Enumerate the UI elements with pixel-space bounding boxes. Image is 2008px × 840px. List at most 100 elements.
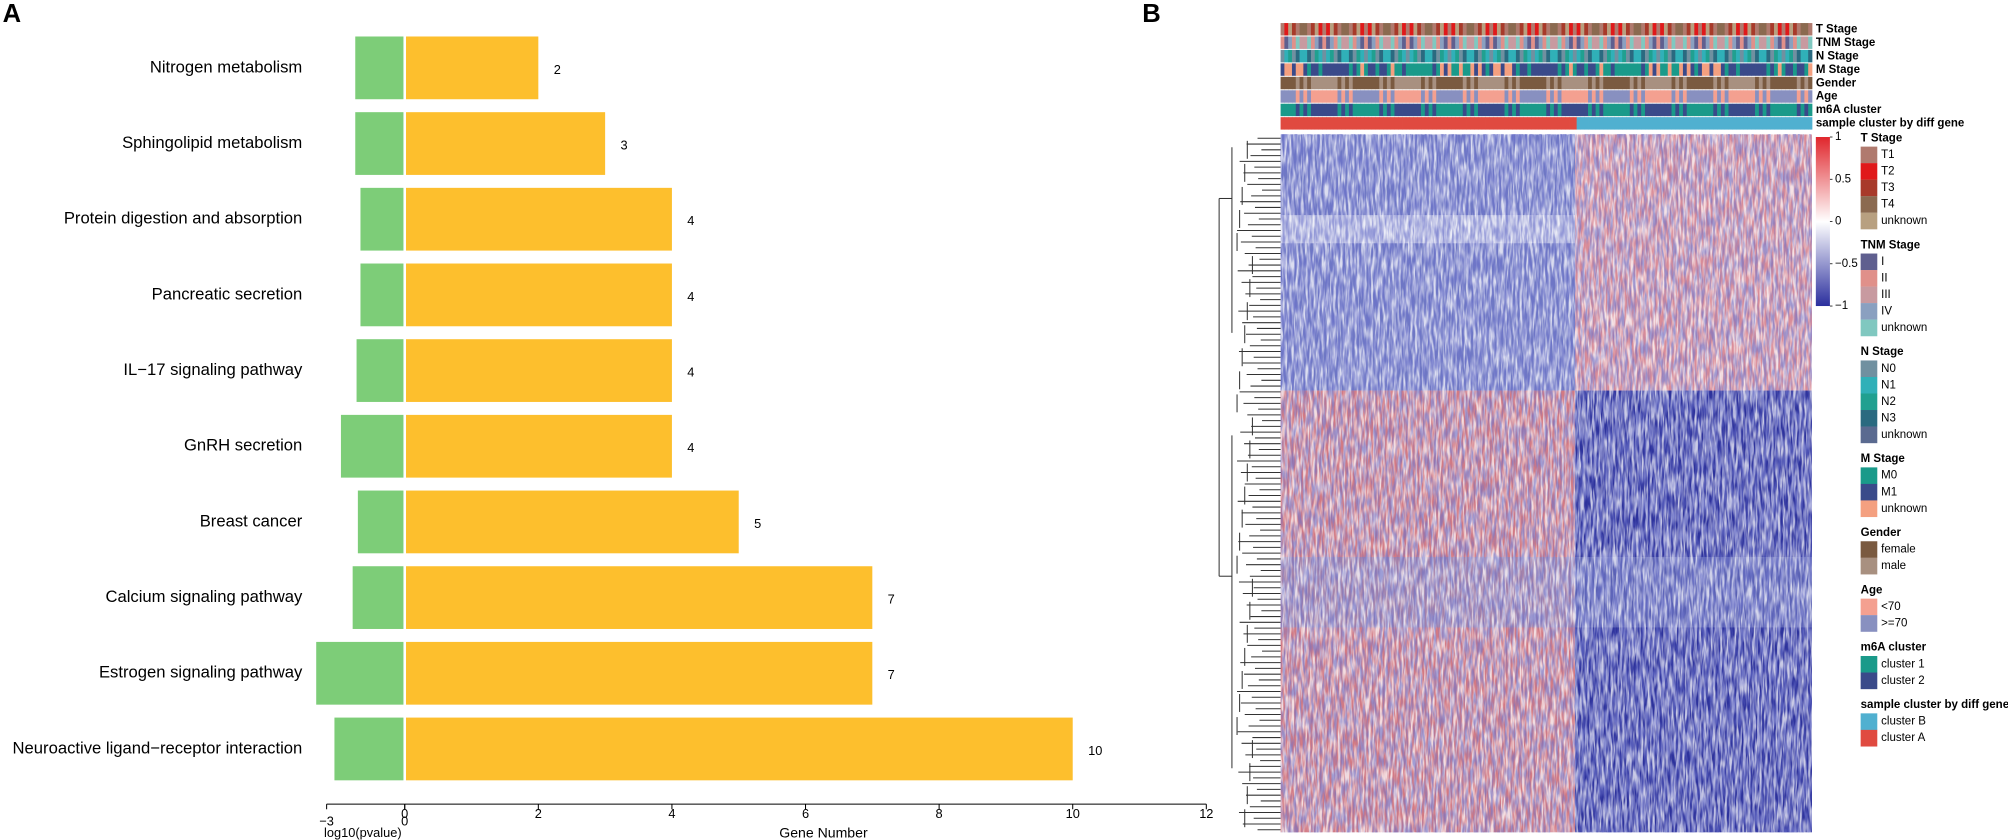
annotation-cell [1333,23,1338,36]
annotation-cell [1474,23,1479,36]
legend-swatch [1860,500,1878,518]
annotation-cell [1770,90,1775,103]
annotation-cell [1762,36,1767,49]
annotation-cell [1474,103,1479,117]
panel-label: B [1142,0,1160,28]
annotation-cell [1580,23,1585,36]
annotation-cell [1701,49,1707,63]
annotation-cell [1800,49,1805,63]
annotation-cell [1629,76,1634,90]
annotation-cell [1360,49,1365,63]
annotation-cell [1326,117,1331,130]
annotation-cell [1466,76,1471,90]
bar [316,641,404,705]
annotation-cell [1481,90,1486,103]
annotation-cell [1299,49,1304,63]
annotation-cell [1762,103,1767,117]
annotation-cell [1591,36,1597,49]
annotation-cell [1515,103,1521,117]
annotation-cell [1603,117,1608,130]
annotation-cell [1451,90,1456,103]
annotation-cell [1496,36,1502,49]
annotation-cell [1512,117,1517,130]
bar [406,339,672,402]
annotation-cell [1656,117,1661,130]
bar [352,566,404,629]
annotation-cell [1542,76,1547,90]
annotation-cell [1808,23,1813,36]
annotation-cell [1709,23,1714,36]
annotation-cell [1648,90,1653,103]
annotation-cell [1508,90,1513,103]
annotation-cell [1690,103,1695,117]
annotation-cell [1701,23,1707,36]
category-label: Protein digestion and absorption [64,209,302,228]
annotation-cell [1352,23,1357,36]
legend-swatch [1860,713,1878,731]
annotation-cell [1633,76,1638,90]
annotation-cell [1652,90,1657,103]
annotation-cell [1345,63,1350,76]
annotation-cell [1766,63,1771,76]
annotation-cell [1679,90,1684,103]
annotation-cell [1322,49,1327,63]
annotation-cell [1440,76,1445,90]
annotation-cell [1595,23,1600,36]
annotation-cell [1625,117,1631,130]
annotation-cell [1527,90,1532,103]
bar [360,187,404,251]
annotation-cell [1310,90,1316,103]
value-label: 7 [888,667,895,682]
annotation-cell [1508,23,1513,36]
annotation-cell [1694,76,1699,90]
annotation-cell [1550,76,1555,90]
annotation-cell [1322,36,1327,49]
annotation-cell [1405,63,1411,76]
annotation-cell [1561,63,1566,76]
annotation-cell [1337,103,1342,117]
annotation-cell [1800,103,1805,117]
annotation-cell [1774,76,1779,90]
annotation-cell [1371,23,1376,36]
annotation-cell [1409,63,1414,76]
annotation-cell [1694,90,1699,103]
annotation-cell [1348,117,1354,130]
annotation-cell [1421,23,1426,36]
annotation-cell [1307,103,1312,117]
annotation-cell [1280,103,1285,117]
annotation-cell [1808,117,1813,130]
category-label: Sphingolipid metabolism [122,133,302,152]
annotation-cell [1713,117,1718,130]
annotation-cell [1523,76,1528,90]
annotation-cell [1629,63,1634,76]
annotation-cell [1356,23,1361,36]
annotation-cell [1588,103,1593,117]
annotation-cell [1356,36,1361,49]
annotation-cell [1546,76,1551,90]
legend-label: I [1881,256,1884,268]
annotation-cell [1732,76,1737,90]
annotation-cell [1432,117,1437,130]
annotation-cell [1724,90,1729,103]
annotation-cell [1542,23,1547,36]
bar [360,263,404,327]
legend-swatch [1860,163,1878,180]
annotation-cell [1546,63,1551,76]
annotation-cell [1310,117,1316,130]
annotation-label: TNM Stage [1816,37,1876,49]
annotation-cell [1531,49,1536,63]
annotation-cell [1667,23,1672,36]
annotation-cell [1288,117,1293,130]
annotation-cell [1724,103,1729,117]
legend-label: unknown [1881,215,1927,227]
annotation-cell [1747,49,1752,63]
annotation-cell [1337,90,1342,103]
annotation-cell [1485,63,1490,76]
dendrogram [1218,137,1281,831]
bar [355,36,404,100]
annotation-cell [1504,49,1509,63]
annotation-cell [1739,23,1745,36]
annotation-cell [1375,117,1380,130]
legend-swatch [1860,655,1878,673]
